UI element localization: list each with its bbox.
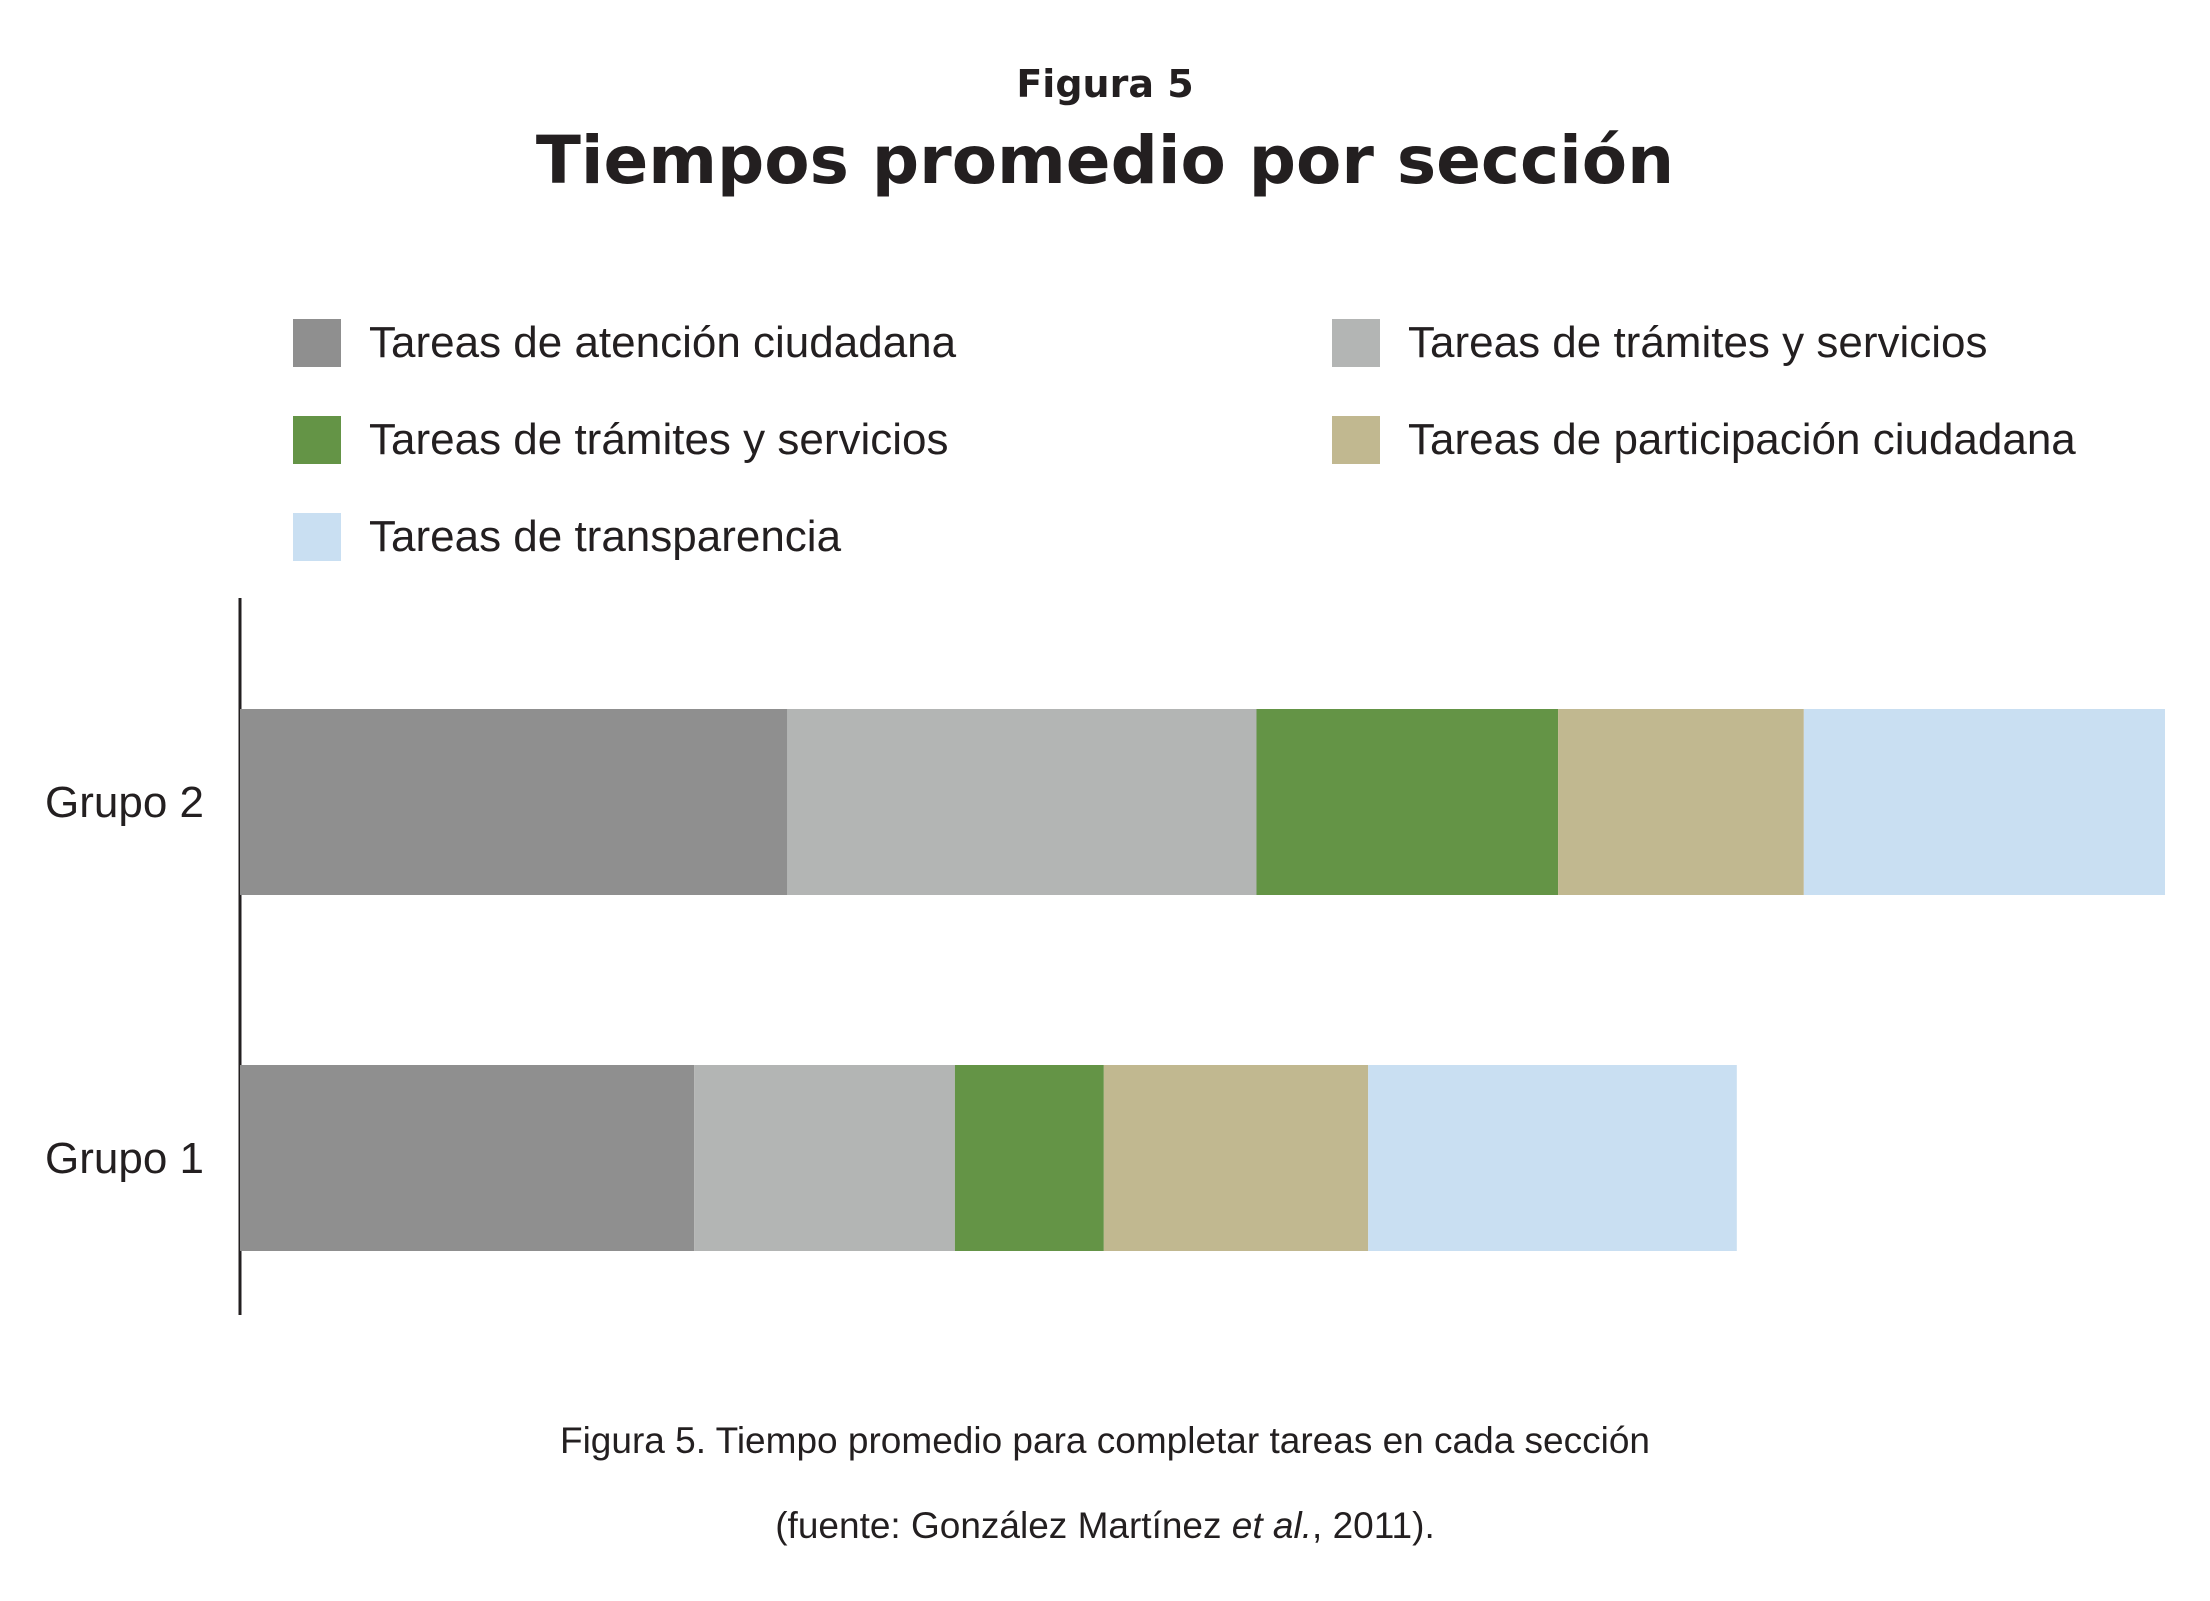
legend-label: Tareas de transparencia xyxy=(369,512,842,561)
legend-swatch xyxy=(293,513,341,561)
figure-caption: Figura 5. Tiempo promedio para completar… xyxy=(559,1420,1651,1461)
bar-segment-grupo-2-0 xyxy=(240,709,788,895)
legend-item-transparencia: Tareas de transparencia xyxy=(293,512,841,562)
bar-segment-grupo-2-3 xyxy=(1558,709,1804,895)
source-etal: et al. xyxy=(1231,1505,1313,1546)
figure-label: Figura 5 xyxy=(1016,62,1194,106)
bar-segment-grupo-2-4 xyxy=(1803,709,2165,895)
legend-label: Tareas de trámites y servicios xyxy=(1408,318,1988,367)
source-prefix: (fuente: González Martínez xyxy=(775,1505,1232,1546)
bar-segment-grupo-1-1 xyxy=(694,1065,955,1251)
legend-item-tramites-green: Tareas de trámites y servicios xyxy=(293,415,949,465)
legend-item-participacion: Tareas de participación ciudadana xyxy=(1332,415,2076,465)
chart-title: Tiempos promedio por sección xyxy=(535,122,1675,199)
bar-segment-grupo-1-4 xyxy=(1368,1065,1737,1251)
legend-label: Tareas de atención ciudadana xyxy=(369,318,957,367)
category-label: Grupo 1 xyxy=(45,1134,204,1183)
legend-label: Tareas de trámites y servicios xyxy=(369,415,949,464)
bar-segment-grupo-2-1 xyxy=(787,709,1257,895)
bar-segment-grupo-1-0 xyxy=(240,1065,695,1251)
bar-segment-grupo-1-3 xyxy=(1103,1065,1369,1251)
legend-swatch xyxy=(1332,416,1380,464)
legend-swatch xyxy=(293,319,341,367)
legend-swatch xyxy=(1332,319,1380,367)
source-suffix: , 2011). xyxy=(1312,1505,1435,1546)
bar-segment-grupo-2-2 xyxy=(1256,709,1559,895)
legend-label: Tareas de participación ciudadana xyxy=(1408,415,2076,464)
legend-item-tramites-gray: Tareas de trámites y servicios xyxy=(1332,318,1988,368)
figure-source: (fuente: González Martínez et al., 2011)… xyxy=(0,1505,2210,1547)
legend-swatch xyxy=(293,416,341,464)
category-label: Grupo 2 xyxy=(45,778,204,827)
legend-item-atencion: Tareas de atención ciudadana xyxy=(293,318,956,368)
bar-segment-grupo-1-2 xyxy=(954,1065,1104,1251)
